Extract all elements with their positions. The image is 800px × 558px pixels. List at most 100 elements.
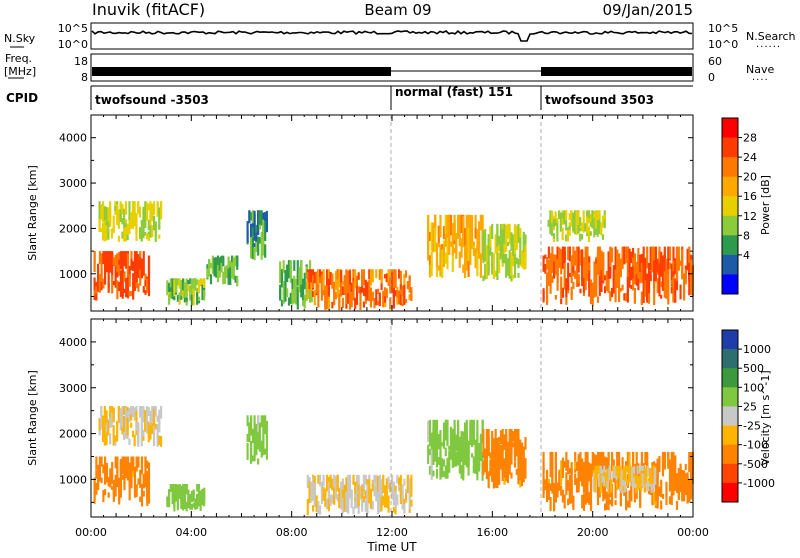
echo-cell (137, 201, 140, 214)
echo-cell (146, 278, 149, 293)
echo-cell (373, 304, 376, 309)
echo-cell (100, 253, 103, 282)
echo-cell (126, 417, 129, 436)
echo-cell (156, 201, 159, 214)
echo-cell (359, 302, 362, 310)
echo-cell (506, 223, 510, 239)
echo-cell (213, 257, 216, 270)
echo-cell (467, 444, 470, 476)
echo-cell (364, 499, 367, 512)
echo-cell (171, 492, 174, 504)
echo-cell (121, 474, 124, 480)
echo-cell (392, 507, 395, 513)
echo-cell (190, 491, 193, 502)
echo-cell (111, 259, 114, 274)
echo-cell (180, 485, 183, 501)
echo-cell (352, 506, 355, 515)
echo-cell (492, 453, 495, 472)
echo-cell (491, 430, 494, 459)
echo-cell (594, 223, 598, 235)
echo-cell (264, 244, 267, 258)
echo-cell (308, 269, 311, 290)
echo-cell (341, 498, 344, 514)
echo-cell (637, 261, 640, 272)
echo-cell (619, 493, 622, 502)
echo-cell (556, 246, 559, 260)
echo-cell (251, 210, 254, 224)
echo-cell (124, 406, 128, 423)
echo-cell (584, 270, 587, 291)
echo-cell (439, 244, 442, 276)
echo-cell (663, 451, 666, 469)
echo-cell (457, 419, 460, 434)
echo-cell (166, 280, 169, 293)
echo-cell (185, 501, 188, 512)
echo-cell (588, 262, 591, 271)
echo-cell (223, 270, 227, 284)
echo-cell (187, 279, 190, 285)
echo-cell (604, 286, 607, 294)
echo-cell (125, 251, 128, 269)
x-tick-label: 04:00 (175, 526, 207, 539)
echo-cell (633, 253, 636, 278)
echo-cell (142, 406, 145, 423)
echo-cell (405, 488, 408, 494)
echo-cell (121, 456, 124, 475)
echo-cell (619, 258, 622, 268)
echo-cell (686, 475, 689, 502)
echo-cell (324, 285, 327, 304)
echo-cell (572, 246, 575, 270)
echo-cell (647, 263, 651, 294)
echo-cell (315, 495, 318, 512)
echo-cell (347, 498, 350, 514)
echo-cell (524, 244, 527, 257)
echo-cell (345, 477, 348, 492)
echo-cell (568, 213, 571, 220)
echo-cell (588, 256, 591, 290)
echo-cell (368, 279, 371, 302)
echo-cell (644, 451, 647, 466)
echo-cell (549, 210, 552, 221)
echo-cell (144, 217, 147, 228)
echo-cell (220, 262, 223, 273)
echo-cell (222, 255, 225, 266)
echo-cell (485, 459, 488, 472)
echo-cell (102, 464, 105, 474)
echo-cell (465, 444, 468, 468)
echo-cell (513, 429, 517, 448)
echo-cell (362, 496, 366, 503)
echo-cell (355, 285, 359, 305)
echo-cell (169, 291, 172, 299)
x-tick-label: 08:00 (276, 526, 308, 539)
colorbar-swatch (722, 482, 738, 503)
echo-cell (428, 256, 432, 278)
echo-cell (133, 213, 136, 227)
echo-cell (380, 482, 383, 495)
echo-cell (287, 260, 291, 274)
echo-cell (464, 245, 467, 278)
echo-cell (435, 468, 439, 479)
echo-cell (359, 286, 362, 294)
echo-cell (519, 439, 522, 468)
echo-cell (574, 460, 577, 470)
echo-cell (250, 415, 253, 426)
echo-cell (147, 485, 151, 504)
echo-cell (575, 227, 578, 235)
echo-cell (517, 223, 520, 243)
echo-cell (313, 483, 316, 507)
echo-cell (348, 270, 352, 290)
echo-cell (160, 201, 163, 216)
echo-cell (110, 412, 113, 428)
echo-cell (492, 271, 495, 277)
echo-cell (109, 479, 112, 485)
echo-cell (151, 203, 154, 222)
echo-cell (264, 415, 267, 435)
echo-cell (522, 252, 525, 270)
echo-cell (588, 462, 591, 482)
echo-cell (581, 249, 584, 281)
echo-cell (677, 258, 680, 269)
echo-cell (683, 470, 686, 490)
echo-cell (324, 488, 327, 506)
echo-cell (403, 284, 406, 305)
echo-cell (582, 493, 586, 511)
